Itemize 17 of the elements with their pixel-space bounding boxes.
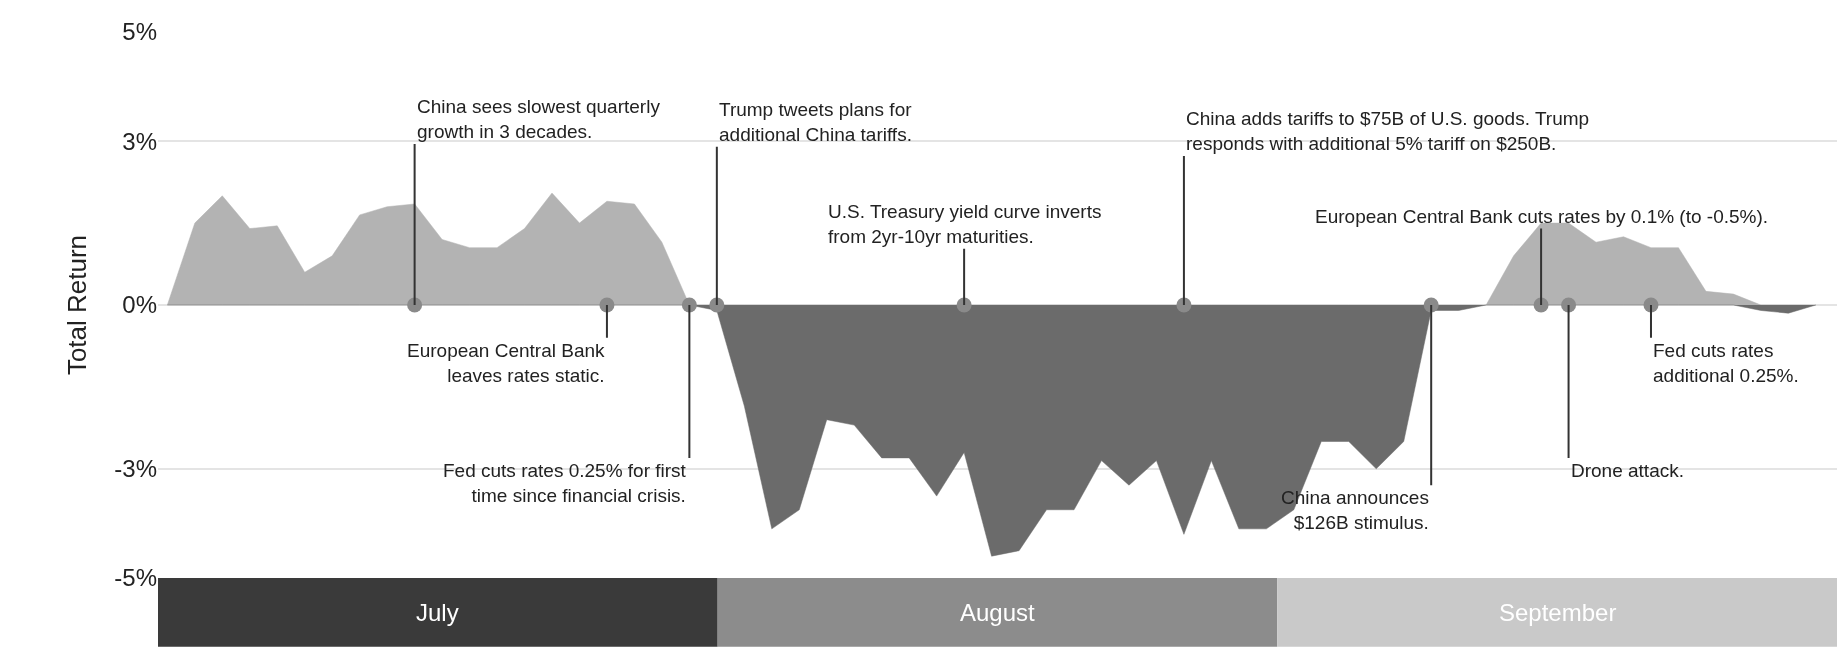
category-label: August [960, 599, 1036, 626]
annotation: European Central Bank leaves rates static. [407, 340, 606, 386]
annotation: Fed cuts rates additional 0.25%. [1653, 340, 1799, 386]
y-tick-label: -5% [114, 564, 157, 592]
annotation: European Central Bank cuts rates by 0.1% (to -0.5%). [1315, 206, 1769, 227]
y-tick-label: 0% [122, 291, 157, 319]
annotation: Drone attack. [1571, 460, 1684, 481]
annotation: Fed cuts rates 0.25% for first time since financial crisis. [443, 460, 687, 506]
y-tick-label: -3% [114, 455, 157, 483]
y-axis-title: Total Return [61, 234, 92, 376]
annotation: China sees slowest quarterly growth in 3 decades. [417, 96, 661, 142]
category-label: July [416, 599, 459, 626]
y-tick-label: 5% [122, 18, 157, 46]
y-tick-label: 3% [122, 127, 157, 155]
annotation: U.S. Treasury yield curve inverts from 2yr-10yr maturities. [828, 201, 1102, 247]
annotation: China adds tariffs to $75B of U.S. goods. Trump responds with additional 5% tariff on $250B. [1186, 108, 1590, 154]
annotation: Trump tweets plans for additional China tariffs. [719, 99, 913, 145]
